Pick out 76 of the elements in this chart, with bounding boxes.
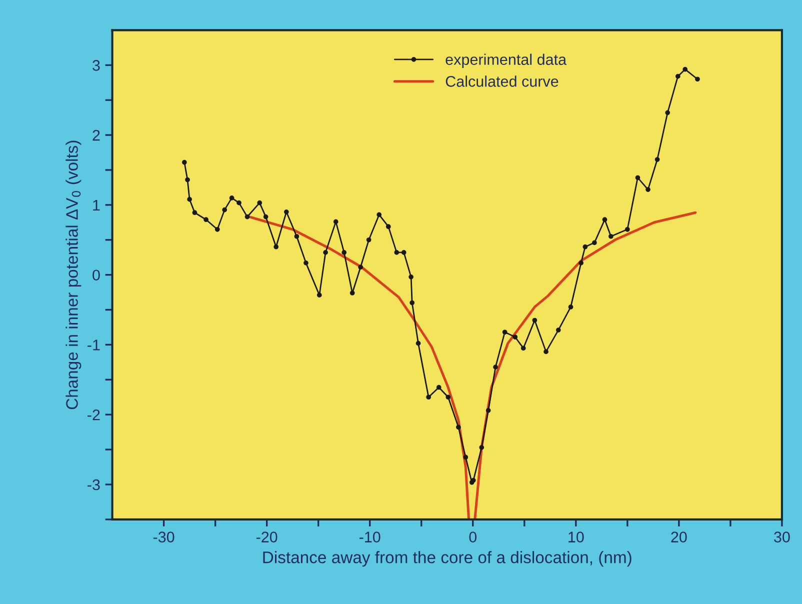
point [463,454,468,460]
point [257,200,262,206]
point [675,74,680,79]
point [502,330,508,335]
y-tick-label: 0 [92,270,100,281]
x-tick-label: 20 [671,532,687,542]
x-tick-label: 10 [568,532,584,542]
point [578,260,584,266]
point [456,424,461,430]
point [416,340,421,346]
point [192,210,198,216]
point [386,224,391,230]
point [244,214,250,220]
x-tick-label: -20 [256,532,278,542]
y-tick-label: 1 [93,200,100,210]
point [214,226,220,232]
point [187,196,192,202]
y-tick-label: 2 [92,130,100,141]
point [185,177,190,182]
point [446,394,451,400]
x-tick-label: 30 [774,532,790,542]
point [592,240,597,246]
y-tick-label: -3 [88,479,100,490]
point [682,66,688,72]
point [624,226,630,232]
point [376,212,382,218]
point [294,234,300,239]
point [568,304,574,310]
point [544,349,548,354]
y-tick-label: -2 [88,409,100,420]
point [394,250,400,255]
point [182,160,187,165]
point [602,217,608,222]
point [486,408,491,413]
point [654,157,660,162]
point [646,187,650,192]
y-tick-label: 3 [92,60,100,71]
point [635,175,640,180]
point [316,292,322,298]
x-tick-label: 0 [469,532,477,542]
point [342,250,347,255]
point [333,219,338,224]
point [229,196,234,200]
point [263,214,268,220]
point [479,445,484,450]
point [350,290,355,296]
point [284,209,289,214]
legend-label: experimental data [446,54,567,68]
point [204,217,208,222]
point [436,384,442,390]
point [323,250,328,255]
point [222,207,228,212]
point [665,110,670,116]
point [532,318,538,323]
y-tick-label: -1 [88,340,100,350]
point [512,334,518,340]
point [366,237,372,242]
point [304,260,308,266]
x-tick-label: -10 [359,532,380,542]
point [401,250,406,255]
point [695,76,700,82]
point [236,200,242,206]
legend-label: Calculated curve [446,76,558,87]
point [608,234,614,239]
point [408,274,414,280]
point [520,346,526,351]
point [274,244,279,250]
point [493,364,498,370]
point [410,300,415,306]
point [426,394,431,400]
x-axis-title: Distance away from the core of a dislocation, (nm) [263,551,632,567]
point [358,264,364,270]
point [582,244,588,250]
point [556,328,561,332]
y-axis-title: Change in inner potential ΔV$_{0}$ (volts) [66,140,82,410]
x-tick-label: -30 [153,532,174,542]
